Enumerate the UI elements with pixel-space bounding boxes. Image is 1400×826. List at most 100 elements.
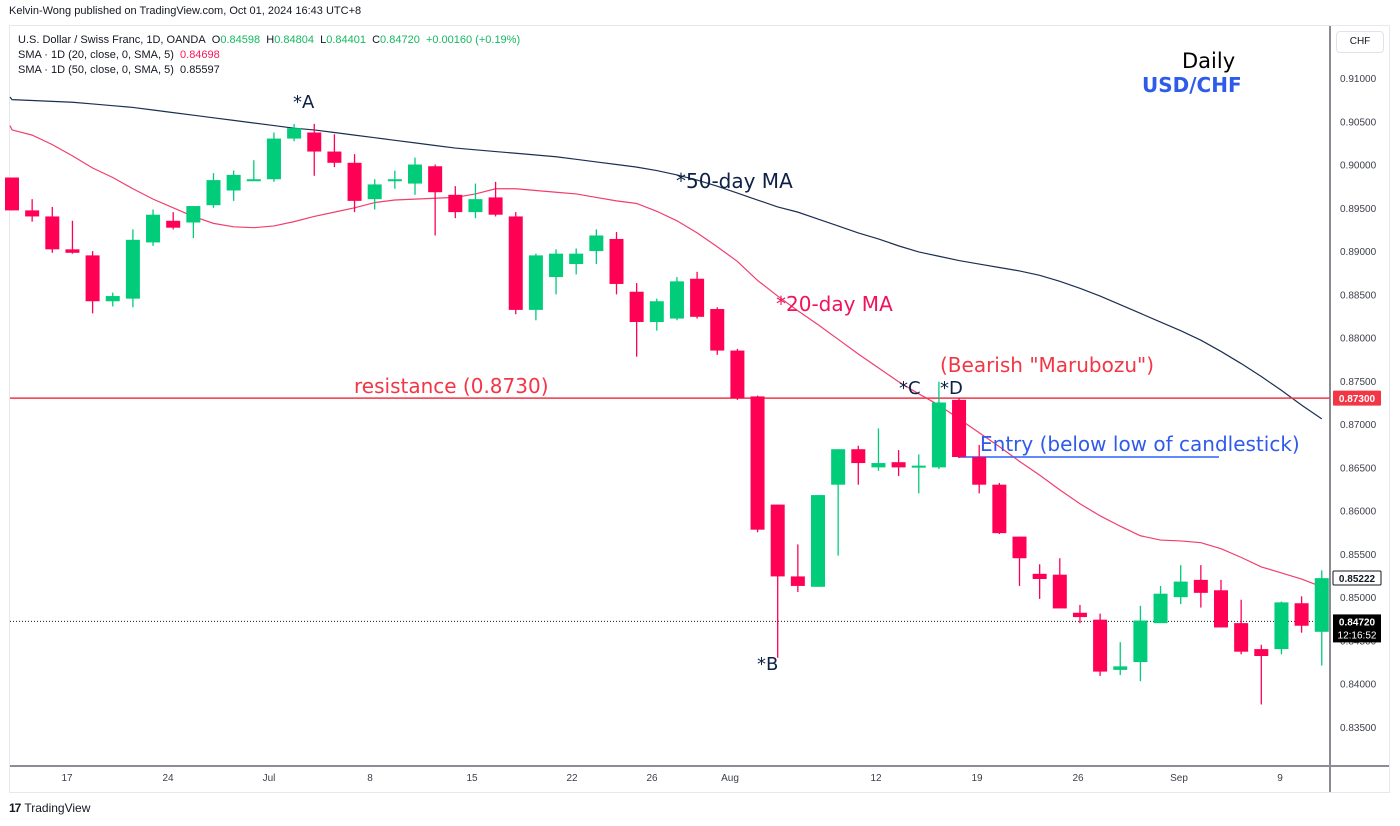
candle[interactable] <box>1173 565 1188 605</box>
candle[interactable] <box>25 199 40 222</box>
candle[interactable] <box>952 398 967 458</box>
candle[interactable] <box>528 253 543 321</box>
candle[interactable] <box>831 449 846 556</box>
time-tick: 15 <box>466 773 478 784</box>
candle[interactable] <box>387 170 402 189</box>
candle[interactable] <box>428 164 443 236</box>
candle[interactable] <box>1133 605 1148 682</box>
legend-sma50-value: 0.85597 <box>180 64 220 76</box>
candle[interactable] <box>931 381 946 470</box>
price-tick: 0.84000 <box>1340 680 1377 691</box>
candle[interactable] <box>1052 558 1067 609</box>
candle[interactable] <box>1012 536 1027 586</box>
last-price-tag: 0.84720 12:16:52 <box>1333 614 1381 643</box>
tradingview-logo[interactable]: 17 TradingView <box>9 801 90 815</box>
candle[interactable] <box>5 177 19 211</box>
candle[interactable] <box>730 348 745 400</box>
currency-button[interactable]: CHF <box>1336 31 1384 53</box>
candle[interactable] <box>146 209 161 246</box>
candle[interactable] <box>790 544 805 592</box>
candle[interactable] <box>1254 644 1269 705</box>
candle[interactable] <box>186 206 201 239</box>
candle[interactable] <box>367 179 382 210</box>
candle[interactable] <box>750 395 765 533</box>
candle[interactable] <box>105 292 120 307</box>
annotation-entry: Entry (below low of candlestick) <box>980 432 1300 456</box>
candle[interactable] <box>1032 564 1047 599</box>
candle[interactable] <box>589 229 604 265</box>
price-tick: 0.90500 <box>1340 117 1377 128</box>
legend-change: +0.00160 (+0.19%) <box>425 34 521 46</box>
svg-text:0.87300: 0.87300 <box>1339 394 1376 405</box>
candle[interactable] <box>770 504 785 658</box>
candle[interactable] <box>629 283 644 357</box>
sma50-line[interactable] <box>9 96 1323 420</box>
legend-sma20-value: 0.84698 <box>180 49 220 61</box>
legend-symbol[interactable]: U.S. Dollar / Swiss Franc, 1D, OANDA <box>18 34 206 46</box>
price-tick: 0.89000 <box>1340 247 1377 258</box>
candle[interactable] <box>1093 613 1108 676</box>
time-axis[interactable]: 17 24 Jul 8 15 22 26 Aug 12 19 26 Sep 9 <box>61 773 1283 784</box>
candle[interactable] <box>891 450 906 477</box>
time-tick: 26 <box>1072 773 1084 784</box>
candle[interactable] <box>1153 585 1168 624</box>
candle[interactable] <box>569 248 584 275</box>
legend-symbol-row: U.S. Dollar / Swiss Franc, 1D, OANDA O0.… <box>18 34 521 46</box>
candle[interactable] <box>246 160 261 182</box>
candle[interactable] <box>408 157 422 195</box>
candle[interactable] <box>206 173 221 208</box>
candle[interactable] <box>649 298 664 331</box>
candle[interactable] <box>488 181 503 217</box>
candle[interactable] <box>1113 642 1128 676</box>
candle[interactable] <box>669 277 684 321</box>
candle[interactable] <box>1314 570 1329 666</box>
candle[interactable] <box>609 232 624 295</box>
candle[interactable] <box>85 251 100 314</box>
candle[interactable] <box>226 170 241 201</box>
candle[interactable] <box>1294 596 1309 633</box>
sma20-line[interactable] <box>9 125 1322 588</box>
candle[interactable] <box>1214 579 1228 628</box>
candle[interactable] <box>871 428 886 471</box>
resistance-price-tag: 0.87300 <box>1333 390 1381 406</box>
annotation-daily: Daily <box>1182 49 1236 73</box>
candle[interactable] <box>125 229 140 308</box>
candle[interactable] <box>65 220 80 254</box>
candle[interactable] <box>327 134 342 168</box>
candle[interactable] <box>549 249 564 295</box>
candle[interactable] <box>1072 604 1087 624</box>
candle[interactable] <box>811 495 825 587</box>
candle[interactable] <box>1234 599 1249 655</box>
legend-sma50-row[interactable]: SMA · 1D (50, close, 0, SMA, 5) 0.85597 <box>18 64 220 76</box>
candle[interactable] <box>710 307 725 355</box>
price-tick: 0.86500 <box>1340 463 1377 474</box>
price-tick: 0.91000 <box>1340 74 1377 85</box>
candle[interactable] <box>307 123 322 176</box>
candle[interactable] <box>508 212 523 315</box>
candle[interactable] <box>166 212 181 230</box>
candle[interactable] <box>448 186 463 219</box>
price-tick: 0.86000 <box>1340 507 1377 518</box>
candle[interactable] <box>1274 601 1289 655</box>
price-axis[interactable]: 0.835000.840000.845000.850000.855000.860… <box>1340 74 1377 734</box>
candle[interactable] <box>287 123 302 142</box>
countdown: 12:16:52 <box>1338 630 1377 641</box>
candle[interactable] <box>851 445 866 485</box>
candle[interactable] <box>45 206 60 253</box>
legend-high: 0.84804 <box>274 34 314 46</box>
candle[interactable] <box>992 482 1007 535</box>
candle[interactable] <box>972 444 987 494</box>
candle[interactable] <box>347 154 362 213</box>
candle[interactable] <box>468 183 483 219</box>
candle[interactable] <box>690 271 705 319</box>
publisher-line: Kelvin-Wong published on TradingView.com… <box>9 5 362 17</box>
legend-sma20-row[interactable]: SMA · 1D (20, close, 0, SMA, 5) 0.84698 <box>18 49 220 61</box>
time-tick: 26 <box>646 773 658 784</box>
candle[interactable] <box>911 454 926 494</box>
price-tick: 0.85000 <box>1340 593 1377 604</box>
sma20-price-tag: 0.85222 <box>1332 570 1382 586</box>
chart-legend: U.S. Dollar / Swiss Franc, 1D, OANDA O0.… <box>18 33 520 78</box>
candle[interactable] <box>266 132 281 182</box>
candle[interactable] <box>1193 565 1208 608</box>
